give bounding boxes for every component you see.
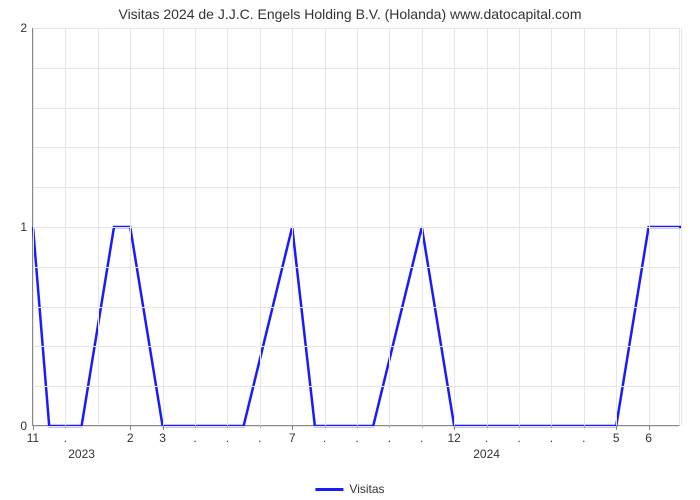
x-minor-tick	[551, 425, 552, 428]
y-tick-label: 1	[20, 220, 27, 234]
x-tick-label: 6	[645, 431, 652, 445]
x-minor-tick	[227, 425, 228, 428]
x-minor-tick	[357, 425, 358, 428]
x-tick-label: 12	[448, 431, 461, 445]
grid-h	[33, 346, 679, 347]
x-minor-tick	[65, 425, 66, 428]
x-minor-label: .	[582, 431, 585, 445]
x-minor-tick	[519, 425, 520, 428]
x-minor-label: .	[420, 431, 423, 445]
y-tick-label: 2	[20, 21, 27, 35]
x-minor-tick	[260, 425, 261, 428]
chart-title: Visitas 2024 de J.J.C. Engels Holding B.…	[0, 6, 700, 22]
x-minor-tick	[389, 425, 390, 428]
x-minor-label: .	[550, 431, 553, 445]
x-minor-tick	[584, 425, 585, 428]
x-minor-label: .	[355, 431, 358, 445]
x-minor-label: .	[323, 431, 326, 445]
x-tick-label: 11	[27, 431, 39, 445]
plot-area: 012112371256............20232024	[32, 28, 680, 426]
x-minor-label: .	[226, 431, 229, 445]
x-tick-label: 3	[159, 431, 166, 445]
x-tick	[649, 425, 650, 430]
x-minor-label: .	[517, 431, 520, 445]
x-minor-tick	[195, 425, 196, 428]
x-tick	[292, 425, 293, 430]
x-minor-label: .	[258, 431, 261, 445]
grid-h	[33, 68, 679, 69]
x-tick	[33, 425, 34, 430]
grid-h-major	[33, 227, 679, 228]
x-minor-tick	[325, 425, 326, 428]
x-tick	[616, 425, 617, 430]
legend-swatch	[315, 488, 343, 491]
x-year-label: 2023	[68, 447, 95, 461]
x-tick-label: 7	[289, 431, 296, 445]
grid-h	[33, 267, 679, 268]
grid-h	[33, 386, 679, 387]
grid-v	[681, 28, 682, 425]
grid-h-major	[33, 28, 679, 29]
grid-h	[33, 108, 679, 109]
chart-legend: Visitas	[315, 482, 384, 496]
x-tick	[163, 425, 164, 430]
x-minor-label: .	[64, 431, 67, 445]
x-year-label: 2024	[473, 447, 500, 461]
legend-label: Visitas	[349, 482, 384, 496]
x-tick-label: 2	[127, 431, 134, 445]
x-tick-label: 5	[613, 431, 620, 445]
grid-h	[33, 307, 679, 308]
x-tick	[454, 425, 455, 430]
grid-h	[33, 187, 679, 188]
x-minor-tick	[487, 425, 488, 428]
x-minor-label: .	[485, 431, 488, 445]
x-minor-tick	[422, 425, 423, 428]
x-minor-label: .	[193, 431, 196, 445]
grid-h	[33, 147, 679, 148]
x-minor-label: .	[388, 431, 391, 445]
x-tick	[130, 425, 131, 430]
